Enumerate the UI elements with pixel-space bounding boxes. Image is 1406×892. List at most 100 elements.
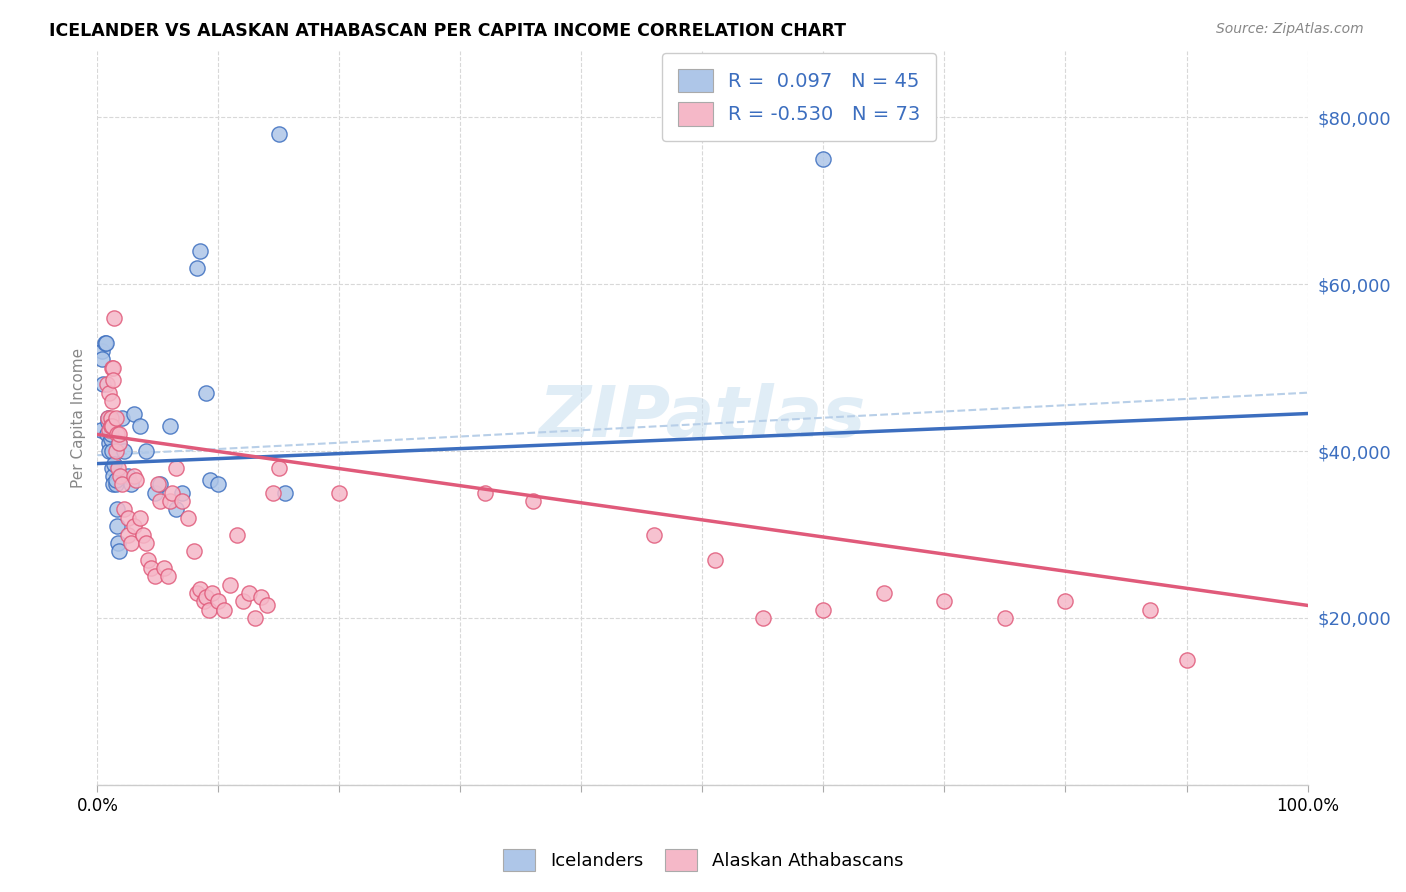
Point	[128, 511, 150, 525]
Point	[117, 469, 139, 483]
Point	[193, 594, 215, 608]
Point	[100, 427, 122, 442]
Point	[104, 444, 127, 458]
Point	[188, 582, 211, 596]
Point	[91, 352, 114, 367]
Point	[186, 586, 208, 600]
Point	[122, 407, 145, 421]
Point	[145, 485, 167, 500]
Point	[643, 527, 665, 541]
Point	[125, 473, 148, 487]
Point	[159, 494, 181, 508]
Point	[117, 511, 139, 525]
Point	[96, 427, 118, 442]
Point	[108, 427, 131, 442]
Point	[100, 410, 122, 425]
Point	[128, 419, 150, 434]
Point	[98, 444, 121, 458]
Point	[112, 502, 135, 516]
Point	[188, 244, 211, 258]
Point	[100, 419, 122, 434]
Point	[104, 410, 127, 425]
Point	[522, 494, 544, 508]
Point	[214, 602, 236, 616]
Point	[267, 460, 290, 475]
Point	[90, 423, 112, 437]
Point	[274, 485, 297, 500]
Point	[267, 127, 290, 141]
Point	[238, 586, 260, 600]
Point	[122, 519, 145, 533]
Point	[813, 602, 835, 616]
Point	[97, 410, 120, 425]
Point	[104, 477, 127, 491]
Point	[219, 577, 242, 591]
Point	[122, 469, 145, 483]
Point	[934, 594, 956, 608]
Point	[101, 360, 124, 375]
Point	[145, 569, 167, 583]
Point	[1054, 594, 1077, 608]
Point	[703, 552, 725, 566]
Point	[93, 377, 115, 392]
Point	[146, 477, 169, 491]
Point	[249, 590, 271, 604]
Point	[101, 394, 124, 409]
Point	[101, 444, 124, 458]
Text: ZIPatlas: ZIPatlas	[538, 384, 866, 452]
Point	[108, 544, 131, 558]
Point	[120, 477, 142, 491]
Point	[136, 552, 159, 566]
Legend: Icelanders, Alaskan Athabascans: Icelanders, Alaskan Athabascans	[496, 842, 910, 879]
Point	[207, 594, 229, 608]
Point	[170, 494, 193, 508]
Point	[177, 511, 200, 525]
Point	[100, 432, 122, 446]
Point	[132, 527, 155, 541]
Point	[232, 594, 254, 608]
Point	[183, 544, 205, 558]
Point	[149, 494, 172, 508]
Point	[262, 485, 284, 500]
Point	[195, 385, 218, 400]
Point	[328, 485, 350, 500]
Point	[159, 419, 181, 434]
Point	[813, 152, 835, 166]
Point	[108, 435, 131, 450]
Point	[243, 611, 266, 625]
Point	[117, 527, 139, 541]
Point	[107, 460, 129, 475]
Point	[201, 586, 224, 600]
Point	[149, 477, 172, 491]
Point	[197, 602, 219, 616]
Point	[105, 502, 128, 516]
Point	[153, 561, 176, 575]
Y-axis label: Per Capita Income: Per Capita Income	[72, 348, 86, 488]
Point	[101, 373, 124, 387]
Point	[120, 536, 142, 550]
Point	[98, 423, 121, 437]
Point	[107, 536, 129, 550]
Point	[1139, 602, 1161, 616]
Point	[207, 477, 229, 491]
Point	[110, 477, 132, 491]
Point	[474, 485, 496, 500]
Point	[97, 410, 120, 425]
Point	[101, 360, 124, 375]
Point	[198, 473, 221, 487]
Point	[994, 611, 1017, 625]
Point	[135, 536, 157, 550]
Point	[98, 435, 121, 450]
Point	[105, 427, 128, 442]
Point	[97, 415, 120, 429]
Point	[91, 343, 114, 358]
Point	[873, 586, 896, 600]
Point	[101, 460, 124, 475]
Point	[112, 444, 135, 458]
Point	[110, 469, 132, 483]
Point	[225, 527, 247, 541]
Point	[101, 477, 124, 491]
Point	[170, 485, 193, 500]
Point	[103, 310, 125, 325]
Point	[98, 385, 121, 400]
